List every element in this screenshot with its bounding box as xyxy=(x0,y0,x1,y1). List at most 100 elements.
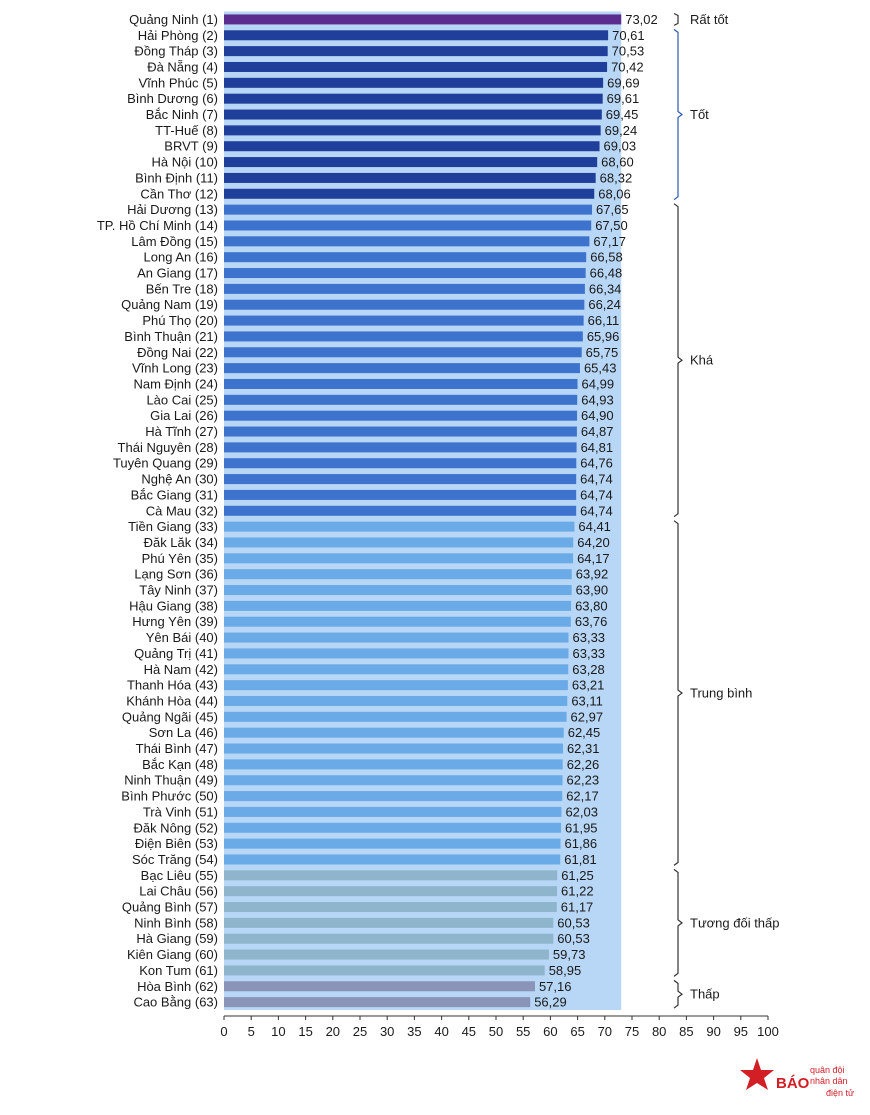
category-label: Lào Cai (25) xyxy=(146,392,218,407)
category-label: Kon Tum (61) xyxy=(139,963,218,978)
value-label: 64,81 xyxy=(581,440,614,455)
value-label: 66,48 xyxy=(590,266,623,281)
value-label: 63,11 xyxy=(571,693,603,708)
group-label: Khá xyxy=(690,353,714,368)
category-label: Bắc Kạn (48) xyxy=(142,757,218,772)
category-label: Hưng Yên (39) xyxy=(132,614,218,629)
group-bracket xyxy=(673,203,683,518)
category-label: Thái Bình (47) xyxy=(136,741,218,756)
value-label: 67,17 xyxy=(593,234,626,249)
category-label: Thanh Hóa (43) xyxy=(127,678,218,693)
category-label: Tuyên Quang (29) xyxy=(113,456,218,471)
bar xyxy=(224,854,561,865)
category-label: Kiên Giang (60) xyxy=(127,947,218,962)
value-label: 64,20 xyxy=(577,535,610,550)
category-label: Vĩnh Long (23) xyxy=(132,361,218,376)
bar xyxy=(224,252,587,263)
bar xyxy=(224,331,583,342)
value-labels-group: 73,0270,6170,5370,4269,6969,6169,4569,24… xyxy=(534,12,658,1010)
value-label: 65,43 xyxy=(584,361,617,376)
value-label: 60,53 xyxy=(557,915,590,930)
category-label: TP. Hồ Chí Minh (14) xyxy=(97,218,218,233)
bar xyxy=(224,93,603,104)
bar xyxy=(224,727,564,738)
bar xyxy=(224,711,567,722)
category-label: BRVT (9) xyxy=(164,139,218,154)
category-label: Hà Tĩnh (27) xyxy=(145,424,218,439)
category-label: Bắc Giang (31) xyxy=(131,487,218,502)
x-tick-label: 5 xyxy=(248,1024,255,1039)
group-bracket xyxy=(673,868,683,977)
bar xyxy=(224,347,582,358)
category-label: Vĩnh Phúc (5) xyxy=(139,75,219,90)
bar xyxy=(224,394,578,405)
category-label: Cao Bằng (63) xyxy=(133,995,218,1010)
value-label: 64,76 xyxy=(580,456,613,471)
category-label: Bình Thuận (21) xyxy=(124,329,218,344)
value-label: 64,74 xyxy=(580,487,613,502)
bar xyxy=(224,680,568,691)
category-label: TT-Huế (8) xyxy=(155,123,218,138)
value-label: 69,61 xyxy=(607,91,640,106)
bar xyxy=(224,172,596,183)
value-label: 61,81 xyxy=(564,852,597,867)
category-label: Quảng Ngãi (45) xyxy=(122,709,218,724)
category-label: Tây Ninh (37) xyxy=(139,583,218,598)
category-label: Phú Thọ (20) xyxy=(142,313,218,328)
x-tick-label: 80 xyxy=(652,1024,666,1039)
category-label: Lạng Sơn (36) xyxy=(134,567,218,582)
x-tick-label: 40 xyxy=(434,1024,448,1039)
group-brackets: Rất tốt Tốt Khá Trung bình Tương đối thấp Thấ… xyxy=(673,12,780,1009)
bar xyxy=(224,648,569,659)
group-bracket xyxy=(673,12,679,26)
bar xyxy=(224,410,578,421)
bar xyxy=(224,553,574,564)
bar xyxy=(224,268,586,279)
category-label: Sơn La (46) xyxy=(149,725,218,740)
value-label: 66,11 xyxy=(588,313,620,328)
bar xyxy=(224,933,554,944)
bar xyxy=(224,997,531,1008)
value-label: 62,97 xyxy=(571,709,604,724)
bar xyxy=(224,917,554,928)
value-label: 61,22 xyxy=(561,884,594,899)
x-tick-label: 25 xyxy=(353,1024,367,1039)
bar xyxy=(224,695,568,706)
category-label: Tiền Giang (33) xyxy=(128,519,218,534)
category-label: Ninh Bình (58) xyxy=(134,915,218,930)
bar xyxy=(224,299,585,310)
value-label: 66,58 xyxy=(590,250,623,265)
bar xyxy=(224,806,562,817)
category-label: Hà Nam (42) xyxy=(144,662,218,677)
value-label: 64,17 xyxy=(577,551,610,566)
category-label: Đồng Tháp (3) xyxy=(134,44,218,59)
group-label: Trung bình xyxy=(690,686,752,701)
bar xyxy=(224,616,571,627)
value-label: 63,92 xyxy=(576,567,609,582)
bar xyxy=(224,315,584,326)
category-label: Hải Phòng (2) xyxy=(138,28,218,43)
x-tick-label: 75 xyxy=(625,1024,639,1039)
category-label: Hà Nội (10) xyxy=(152,155,218,170)
category-label: Hậu Giang (38) xyxy=(129,598,218,613)
value-label: 64,90 xyxy=(581,408,614,423)
category-label: Bình Phước (50) xyxy=(121,789,218,804)
bar xyxy=(224,458,577,469)
value-label: 60,53 xyxy=(557,931,590,946)
category-label: Lai Châu (56) xyxy=(139,884,218,899)
category-label: Trà Vinh (51) xyxy=(143,804,218,819)
value-label: 64,41 xyxy=(578,519,611,534)
value-label: 68,60 xyxy=(601,155,634,170)
value-label: 69,69 xyxy=(607,75,640,90)
value-label: 73,02 xyxy=(625,12,658,27)
x-tick-label: 55 xyxy=(516,1024,530,1039)
bar xyxy=(224,537,574,548)
value-label: 63,21 xyxy=(572,678,605,693)
bar xyxy=(224,141,600,152)
value-label: 63,80 xyxy=(575,598,608,613)
bar xyxy=(224,870,558,881)
value-label: 61,95 xyxy=(565,820,598,835)
bar xyxy=(224,378,578,389)
category-label: Lâm Đồng (15) xyxy=(131,234,218,249)
group-label: Tốt xyxy=(690,107,709,122)
